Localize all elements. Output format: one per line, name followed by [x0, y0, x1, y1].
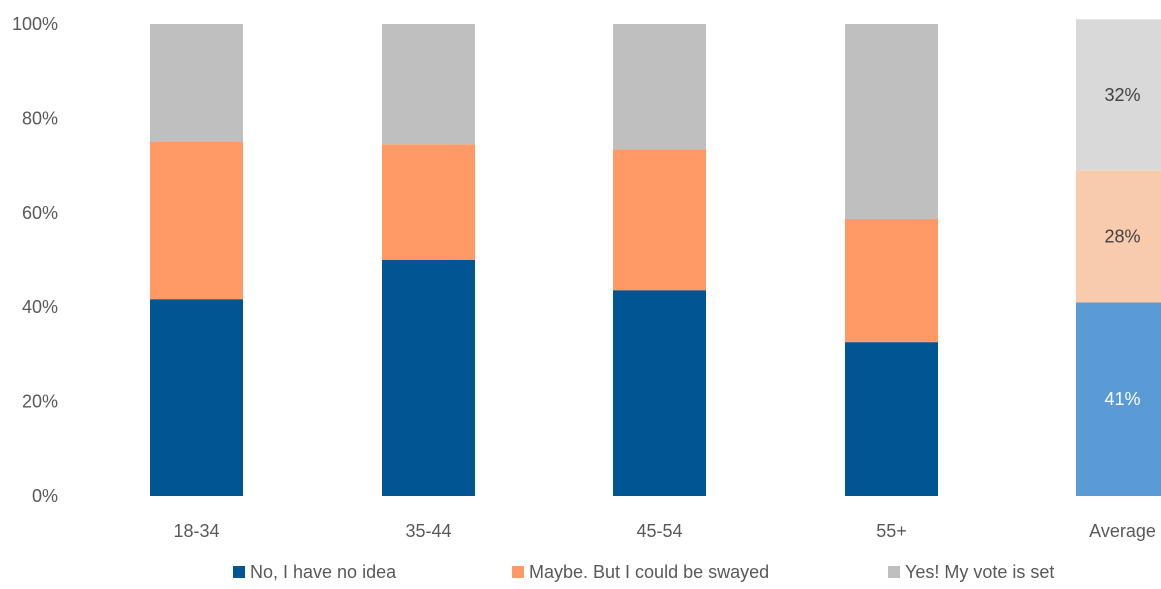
bar-segment	[382, 260, 475, 496]
bar-segment	[150, 24, 243, 142]
bar-segment	[613, 290, 706, 496]
x-tick-label: 18-34	[173, 521, 219, 541]
x-axis: 18-34 35-44 45-54 55+ Average	[173, 521, 1155, 541]
legend-swatch	[233, 566, 245, 578]
y-axis: 0% 20% 40% 60% 80% 100%	[12, 14, 58, 506]
bar-segment	[1076, 19, 1161, 171]
bar-segment	[1076, 302, 1161, 496]
bar-segment	[150, 142, 243, 300]
data-label: 41%	[1104, 389, 1140, 409]
data-label: 28%	[1104, 226, 1140, 246]
bar-segment	[1076, 170, 1161, 303]
bars: 41% 28% 32%	[150, 19, 1161, 496]
legend-label: Yes! My vote is set	[905, 562, 1054, 582]
bar-segment	[845, 218, 938, 343]
bar-segment	[845, 342, 938, 496]
legend-swatch	[512, 566, 524, 578]
bar-segment	[845, 24, 938, 219]
x-tick-label: 55+	[876, 521, 907, 541]
x-tick-label: Average	[1089, 521, 1156, 541]
y-tick-label: 20%	[22, 392, 58, 412]
bar-segment	[382, 144, 475, 260]
bar-segment	[382, 24, 475, 145]
bar-segment	[613, 24, 706, 150]
x-tick-label: 45-54	[636, 521, 682, 541]
y-tick-label: 40%	[22, 297, 58, 317]
y-tick-label: 60%	[22, 203, 58, 223]
bar-segment	[613, 149, 706, 291]
y-tick-label: 100%	[12, 14, 58, 34]
data-label: 32%	[1104, 85, 1140, 105]
legend: No, I have no idea Maybe. But I could be …	[233, 562, 1054, 582]
legend-label: No, I have no idea	[250, 562, 397, 582]
bar-segment	[150, 299, 243, 496]
y-tick-label: 80%	[22, 108, 58, 128]
legend-label: Maybe. But I could be swayed	[529, 562, 769, 582]
x-tick-label: 35-44	[405, 521, 451, 541]
legend-swatch	[888, 566, 900, 578]
y-tick-label: 0%	[32, 486, 58, 506]
